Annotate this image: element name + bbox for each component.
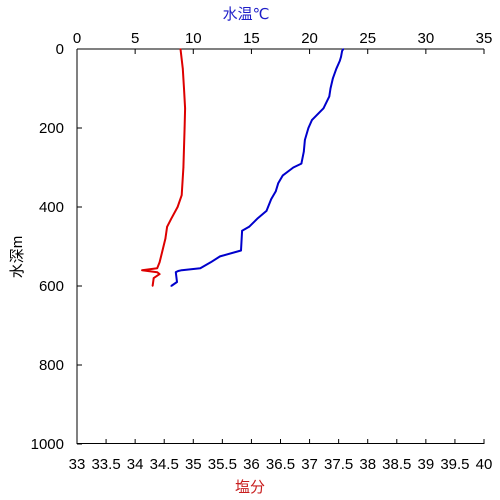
temperature-point-12 xyxy=(304,139,306,141)
temperature-point-10 xyxy=(311,119,313,121)
temperature-point-6 xyxy=(329,87,332,90)
temperature-point-3 xyxy=(339,60,341,62)
temperature-tick-label: 5 xyxy=(131,30,139,47)
salinity-tick-label: 35.5 xyxy=(208,456,237,473)
temperature-tick-label: 25 xyxy=(359,30,376,47)
salinity-point-5 xyxy=(182,166,185,169)
salinity-point-16 xyxy=(158,273,161,275)
temperature-point-26 xyxy=(209,261,212,264)
salinity-point-8 xyxy=(170,218,172,220)
salinity-axis-ticks: 33 33.5 34 34.5 35 35.5 36 36.5 37 37.5 38 38.5 39 39… xyxy=(69,439,493,473)
salinity-point-2 xyxy=(183,87,185,90)
salinity-tick-label: 34.5 xyxy=(150,456,179,473)
temperature-point-24 xyxy=(240,249,242,252)
salinity-tick-label: 38.5 xyxy=(382,456,411,473)
salinity-point-12 xyxy=(158,261,161,264)
salinity-point-7 xyxy=(176,206,179,208)
depth-tick-label: 600 xyxy=(39,278,64,295)
temperature-point-27 xyxy=(199,267,202,270)
temperature-point-28 xyxy=(180,269,183,272)
depth-axis-ticks: 0 200 400 600 800 1000 xyxy=(31,41,82,453)
temperature-point-1 xyxy=(341,50,343,52)
salinity-tick-label: 33 xyxy=(69,456,86,473)
salinity-tick-label: 38 xyxy=(359,456,376,473)
salinity-point-6 xyxy=(180,194,183,196)
salinity-tick-label: 36 xyxy=(243,456,260,473)
temperature-tick-label: 10 xyxy=(185,30,202,47)
temperature-tick-label: 20 xyxy=(301,30,318,47)
salinity-point-4 xyxy=(183,127,186,129)
salinity-point-18 xyxy=(151,285,154,287)
temperature-point-15 xyxy=(292,166,295,169)
salinity-profile-line xyxy=(141,48,187,287)
depth-axis-title: 水深m xyxy=(9,236,26,279)
temperature-tick-label: 0 xyxy=(73,30,81,47)
salinity-tick-label: 36.5 xyxy=(266,456,295,473)
salinity-point-9 xyxy=(166,226,168,228)
temperature-point-29 xyxy=(177,270,179,272)
temperature-point-0 xyxy=(342,48,345,50)
depth-tick-label: 200 xyxy=(39,120,64,137)
temperature-point-22 xyxy=(248,226,250,228)
temperature-point-9 xyxy=(316,113,319,115)
salinity-point-10 xyxy=(164,237,167,240)
temperature-point-5 xyxy=(332,77,334,80)
salinity-axis-title: 塩分 xyxy=(235,479,265,496)
salinity-point-1 xyxy=(182,68,184,70)
temperature-profile-line xyxy=(170,48,345,287)
salinity-tick-label: 39 xyxy=(418,456,435,473)
depth-tick-label: 400 xyxy=(39,199,64,216)
temperature-point-11 xyxy=(307,127,310,129)
temperature-tick-label: 15 xyxy=(243,30,260,47)
temperature-axis-ticks: 0 5 10 15 20 25 30 35 xyxy=(73,30,493,54)
temperature-point-30 xyxy=(175,271,177,274)
salinity-tick-label: 34 xyxy=(127,456,144,473)
salinity-tick-label: 37.5 xyxy=(324,456,353,473)
temperature-axis-title: 水温℃ xyxy=(223,6,270,23)
salinity-tick-label: 37 xyxy=(301,456,318,473)
salinity-point-0 xyxy=(179,48,182,50)
temperature-point-2 xyxy=(340,56,342,58)
salinity-point-3 xyxy=(184,107,186,110)
salinity-point-13 xyxy=(156,267,158,270)
salinity-point-15 xyxy=(156,271,158,274)
temperature-point-31 xyxy=(176,281,178,283)
temperature-point-17 xyxy=(277,182,280,185)
salinity-point-11 xyxy=(161,249,164,252)
temperature-tick-label: 30 xyxy=(418,30,435,47)
temperature-point-13 xyxy=(303,150,305,153)
temperature-point-14 xyxy=(300,162,303,165)
temperature-point-4 xyxy=(335,68,338,70)
temperature-point-19 xyxy=(270,198,273,200)
temperature-point-21 xyxy=(256,218,259,220)
temperature-point-18 xyxy=(275,190,277,192)
salinity-tick-label: 35 xyxy=(185,456,202,473)
temperature-point-23 xyxy=(241,229,243,232)
temperature-point-32 xyxy=(170,285,172,287)
temperature-point-8 xyxy=(322,107,325,110)
temperature-point-7 xyxy=(328,95,331,98)
depth-tick-label: 800 xyxy=(39,357,64,374)
series-layer xyxy=(141,48,345,287)
salinity-point-14 xyxy=(141,269,143,272)
salinity-tick-label: 33.5 xyxy=(91,456,120,473)
salinity-tick-label: 39.5 xyxy=(440,456,469,473)
depth-tick-label: 0 xyxy=(56,41,64,58)
temperature-tick-label: 35 xyxy=(476,30,493,47)
depth-tick-label: 1000 xyxy=(31,436,64,453)
salinity-tick-label: 40 xyxy=(476,456,493,473)
temperature-point-16 xyxy=(282,174,284,177)
plot-frame xyxy=(76,48,484,444)
salinity-point-17 xyxy=(152,277,155,279)
temperature-point-25 xyxy=(219,255,221,258)
temperature-point-20 xyxy=(265,210,268,212)
